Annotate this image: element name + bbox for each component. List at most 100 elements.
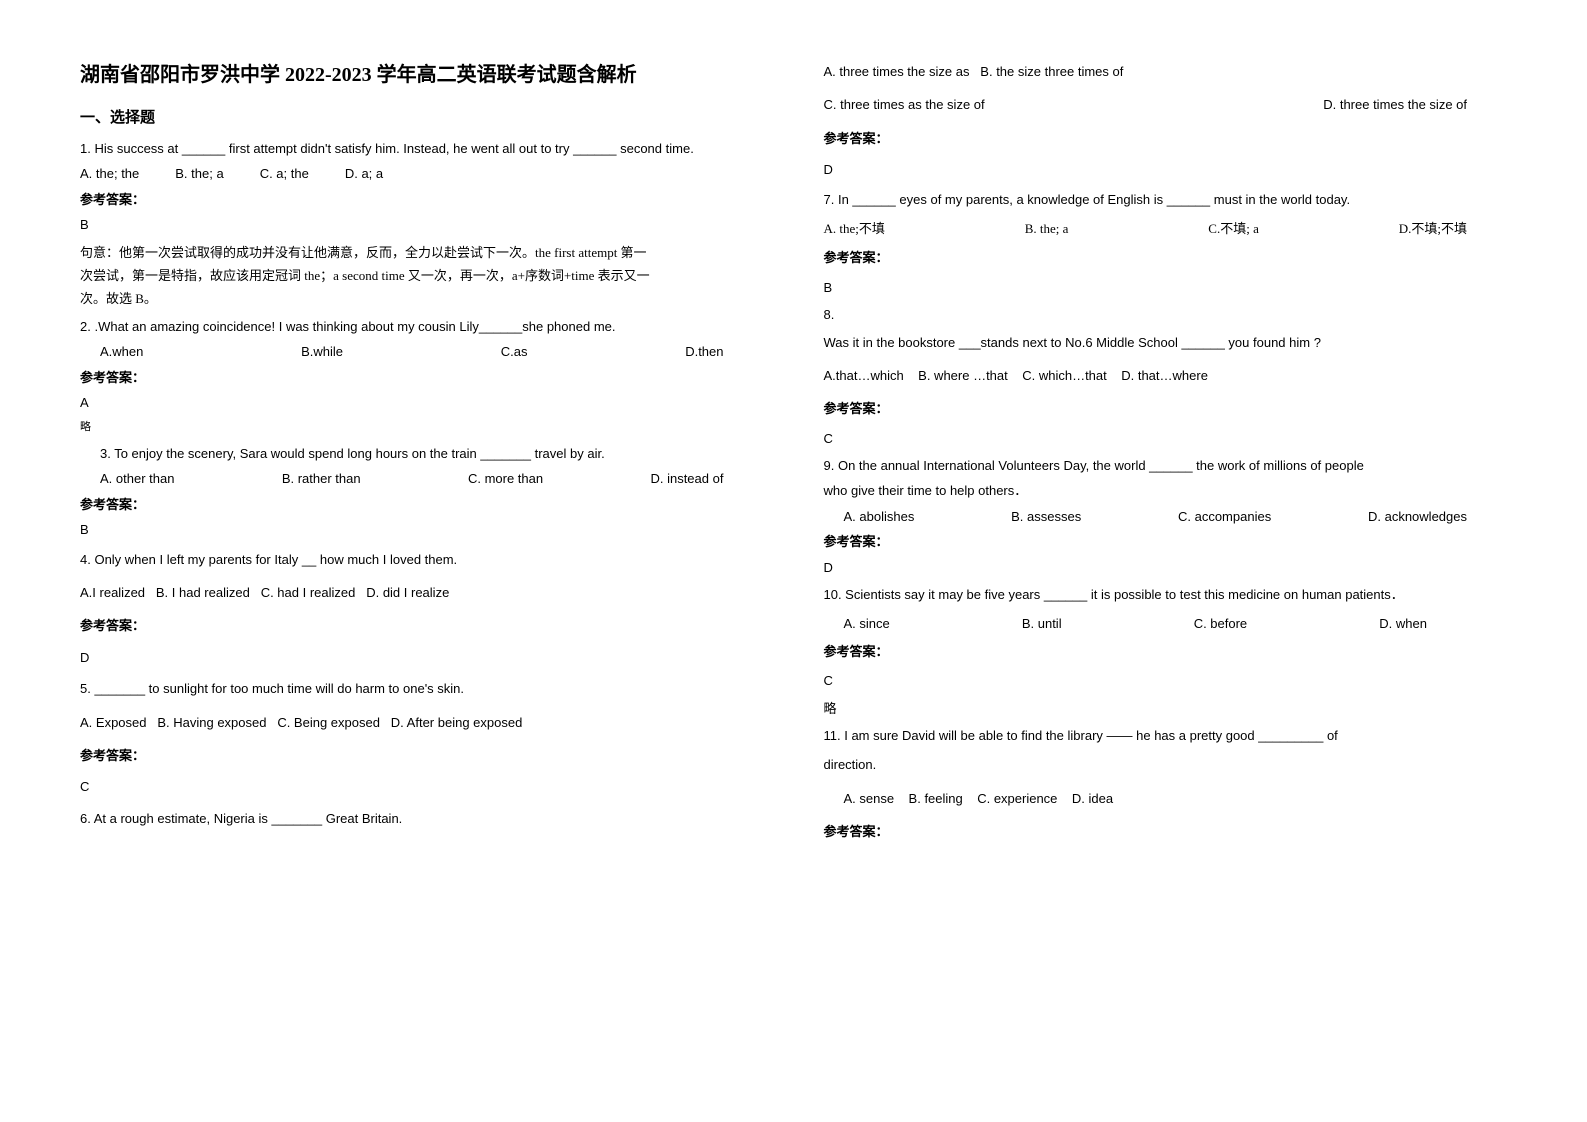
q8-optA: A.that…which bbox=[824, 368, 904, 383]
q2-text: 2. .What an amazing coincidence! I was t… bbox=[80, 315, 764, 338]
q7-answer: B bbox=[824, 276, 1508, 299]
q8-options: A.that…which B. where …that C. which…tha… bbox=[824, 364, 1508, 387]
q7-answer-label: 参考答案： bbox=[824, 246, 1508, 269]
q4-options: A.I realized B. I had realized C. had I … bbox=[80, 581, 764, 604]
q1-optB: B. the; a bbox=[175, 162, 223, 185]
q7-options: A. the;不填 B. the; a C.不填; a D.不填;不填 bbox=[824, 217, 1508, 240]
q6-text: 6. At a rough estimate, Nigeria is _____… bbox=[80, 807, 764, 830]
q9-optB: B. assesses bbox=[1011, 505, 1081, 528]
q11-options: A. sense B. feeling C. experience D. ide… bbox=[824, 787, 1508, 810]
q6-answer-label: 参考答案： bbox=[824, 127, 1508, 150]
right-column: A. three times the size as B. the size t… bbox=[824, 60, 1508, 848]
q4-answer: D bbox=[80, 646, 764, 669]
q1-explain-3: 次。故选 B。 bbox=[80, 287, 764, 310]
q11-text1: 11. I am sure David will be able to find… bbox=[824, 724, 1508, 747]
q5-text: 5. _______ to sunlight for too much time… bbox=[80, 677, 764, 700]
q11-optB: B. feeling bbox=[909, 791, 963, 806]
q9-text2: who give their time to help others． bbox=[824, 479, 1508, 502]
q5-answer: C bbox=[80, 775, 764, 798]
question-10: 10. Scientists say it may be five years … bbox=[824, 583, 1508, 720]
q10-optA: A. since bbox=[844, 612, 890, 635]
q10-optD: D. when bbox=[1379, 612, 1427, 635]
q3-optC: C. more than bbox=[468, 467, 543, 490]
q7-optA: A. the;不填 bbox=[824, 217, 885, 240]
q11-optD: D. idea bbox=[1072, 791, 1113, 806]
q1-explain-2: 次尝试，第一是特指，故应该用定冠词 the；a second time 又一次，… bbox=[80, 264, 764, 287]
page-container: 湖南省邵阳市罗洪中学 2022-2023 学年高二英语联考试题含解析 一、选择题… bbox=[80, 60, 1507, 848]
q8-answer: C bbox=[824, 427, 1508, 450]
q3-optD: D. instead of bbox=[650, 467, 723, 490]
q2-answer-label: 参考答案： bbox=[80, 366, 764, 389]
q9-answer-label: 参考答案： bbox=[824, 530, 1508, 553]
q5-optC: C. Being exposed bbox=[277, 715, 380, 730]
q1-text: 1. His success at ______ first attempt d… bbox=[80, 137, 764, 160]
q1-answer-label: 参考答案： bbox=[80, 188, 764, 211]
q6-optD: D. three times the size of bbox=[1323, 93, 1467, 116]
q8-text: Was it in the bookstore ___stands next t… bbox=[824, 331, 1508, 354]
q3-answer: B bbox=[80, 518, 764, 541]
q11-optA: A. sense bbox=[844, 791, 895, 806]
q8-optC: C. which…that bbox=[1022, 368, 1107, 383]
q1-options: A. the; the B. the; a C. a; the D. a; a bbox=[80, 162, 764, 185]
q4-optA: A.I realized bbox=[80, 585, 145, 600]
q6-optB: B. the size three times of bbox=[980, 64, 1123, 79]
q9-options: A. abolishes B. assesses C. accompanies … bbox=[824, 505, 1508, 528]
q8-num: 8. bbox=[824, 303, 1508, 326]
question-3: 3. To enjoy the scenery, Sara would spen… bbox=[80, 442, 764, 542]
q5-optA: A. Exposed bbox=[80, 715, 147, 730]
q3-answer-label: 参考答案： bbox=[80, 493, 764, 516]
q8-optD: D. that…where bbox=[1121, 368, 1208, 383]
q7-optB: B. the; a bbox=[1025, 217, 1069, 240]
question-4: 4. Only when I left my parents for Italy… bbox=[80, 548, 764, 670]
question-1: 1. His success at ______ first attempt d… bbox=[80, 137, 764, 311]
question-6-intro: 6. At a rough estimate, Nigeria is _____… bbox=[80, 807, 764, 830]
q4-optC: C. had I realized bbox=[261, 585, 356, 600]
q11-answer-label: 参考答案： bbox=[824, 820, 1508, 843]
question-8: 8. Was it in the bookstore ___stands nex… bbox=[824, 303, 1508, 450]
q10-text: 10. Scientists say it may be five years … bbox=[824, 583, 1508, 606]
question-9: 9. On the annual International Volunteer… bbox=[824, 454, 1508, 579]
q7-optC: C.不填; a bbox=[1208, 217, 1259, 240]
q9-answer: D bbox=[824, 556, 1508, 579]
q2-optB: B.while bbox=[301, 340, 343, 363]
q3-optA: A. other than bbox=[100, 467, 174, 490]
q8-optB: B. where …that bbox=[918, 368, 1008, 383]
q11-text2: direction. bbox=[824, 753, 1508, 776]
q5-options: A. Exposed B. Having exposed C. Being ex… bbox=[80, 711, 764, 734]
q5-optB: B. Having exposed bbox=[157, 715, 266, 730]
q1-optD: D. a; a bbox=[345, 162, 383, 185]
question-5: 5. _______ to sunlight for too much time… bbox=[80, 677, 764, 799]
question-7: 7. In ______ eyes of my parents, a knowl… bbox=[824, 188, 1508, 300]
q10-optB: B. until bbox=[1022, 612, 1062, 635]
q11-optC: C. experience bbox=[977, 791, 1057, 806]
q10-optC: C. before bbox=[1194, 612, 1247, 635]
q9-optD: D. acknowledges bbox=[1368, 505, 1467, 528]
q10-answer: C bbox=[824, 669, 1508, 692]
left-column: 湖南省邵阳市罗洪中学 2022-2023 学年高二英语联考试题含解析 一、选择题… bbox=[80, 60, 764, 848]
q9-optA: A. abolishes bbox=[844, 505, 915, 528]
section-header-1: 一、选择题 bbox=[80, 106, 764, 127]
q2-options: A.when B.while C.as D.then bbox=[80, 340, 764, 363]
q3-optB: B. rather than bbox=[282, 467, 361, 490]
q1-answer: B bbox=[80, 213, 764, 236]
q5-optD: D. After being exposed bbox=[391, 715, 523, 730]
q4-text: 4. Only when I left my parents for Italy… bbox=[80, 548, 764, 571]
q9-optC: C. accompanies bbox=[1178, 505, 1271, 528]
q3-text: 3. To enjoy the scenery, Sara would spen… bbox=[80, 442, 764, 465]
q6-options-row1: A. three times the size as B. the size t… bbox=[824, 60, 1508, 83]
q9-text1: 9. On the annual International Volunteer… bbox=[824, 454, 1508, 477]
q1-optA: A. the; the bbox=[80, 162, 139, 185]
q4-optB: B. I had realized bbox=[156, 585, 250, 600]
q2-optC: C.as bbox=[501, 340, 528, 363]
q10-explain: 略 bbox=[824, 697, 1508, 720]
q6-options-row2: C. three times as the size of D. three t… bbox=[824, 93, 1508, 116]
q2-explain: 略 bbox=[80, 418, 764, 438]
q1-explain-1: 句意：他第一次尝试取得的成功并没有让他满意，反而，全力以赴尝试下一次。the f… bbox=[80, 241, 764, 264]
q2-optD: D.then bbox=[685, 340, 723, 363]
q6-optA: A. three times the size as bbox=[824, 64, 970, 79]
q4-optD: D. did I realize bbox=[366, 585, 449, 600]
exam-title: 湖南省邵阳市罗洪中学 2022-2023 学年高二英语联考试题含解析 bbox=[80, 60, 764, 90]
q8-answer-label: 参考答案： bbox=[824, 397, 1508, 420]
q10-options: A. since B. until C. before D. when bbox=[824, 612, 1508, 635]
q10-answer-label: 参考答案： bbox=[824, 640, 1508, 663]
